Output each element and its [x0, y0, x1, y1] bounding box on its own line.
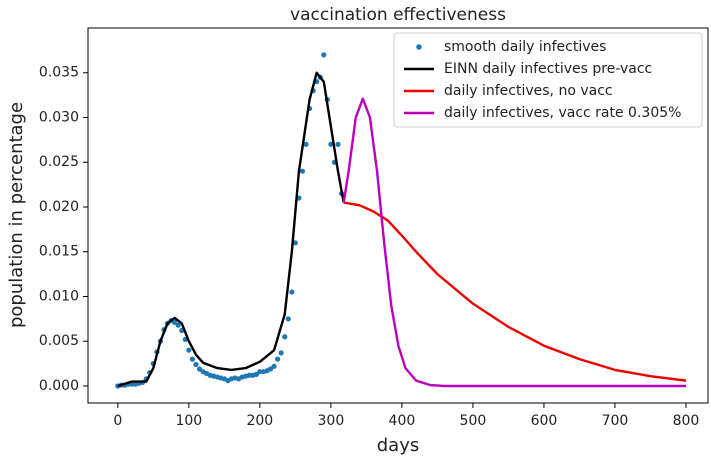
- x-axis-label: days: [377, 435, 420, 456]
- legend-label: daily infectives, no vacc: [444, 83, 613, 99]
- scatter-point: [321, 52, 327, 58]
- y-tick-label: 0.035: [39, 65, 79, 81]
- scatter-point: [275, 356, 281, 362]
- legend-marker: [416, 44, 422, 50]
- scatter-point: [175, 322, 181, 328]
- y-tick-label: 0.000: [39, 378, 79, 394]
- scatter-point: [328, 141, 334, 147]
- legend-label: EINN daily infectives pre-vacc: [444, 61, 652, 77]
- scatter-point: [267, 366, 274, 372]
- y-tick-label: 0.010: [39, 288, 79, 304]
- x-tick-label: 100: [175, 413, 202, 429]
- scatter-point: [282, 334, 288, 340]
- scatter-point: [189, 356, 195, 362]
- line-series: [343, 201, 687, 382]
- scatter-point: [253, 371, 259, 377]
- y-tick-label: 0.020: [39, 199, 79, 215]
- x-tick-label: 300: [318, 413, 345, 429]
- x-tick-label: 400: [389, 413, 416, 429]
- line-series: [342, 97, 686, 388]
- scatter-point: [303, 141, 309, 147]
- y-tick-label: 0.005: [39, 333, 79, 349]
- scatter-point: [285, 316, 291, 322]
- x-tick-label: 0: [113, 413, 122, 429]
- scatter-point: [289, 289, 295, 295]
- y-tick-label: 0.025: [39, 154, 79, 170]
- scatter-point: [196, 366, 203, 372]
- x-tick-label: 600: [531, 413, 558, 429]
- scatter-point: [193, 361, 199, 368]
- y-tick-label: 0.015: [39, 244, 79, 260]
- plot-frame: [87, 27, 709, 404]
- legend-box: [393, 32, 703, 128]
- plot-area: [115, 52, 687, 389]
- chart-title: vaccination effectiveness: [290, 5, 506, 25]
- scatter-point: [271, 363, 277, 369]
- legend-label: smooth daily infectives: [444, 39, 606, 55]
- line-series: [117, 71, 345, 388]
- x-tick-label: 200: [246, 413, 273, 429]
- scatter-point: [172, 319, 178, 326]
- scatter-point: [186, 347, 192, 353]
- x-tick-label: 500: [460, 413, 487, 429]
- scatter-point: [292, 240, 298, 246]
- x-tick-label: 800: [673, 413, 700, 429]
- scatter-point: [335, 141, 341, 147]
- scatter-point: [299, 168, 306, 174]
- x-tick-label: 700: [602, 413, 629, 429]
- y-axis-label: population in percentage: [6, 102, 27, 328]
- scatter-point: [278, 350, 284, 356]
- y-tick-label: 0.030: [39, 109, 79, 125]
- legend-label: daily infectives, vacc rate 0.305%: [444, 105, 681, 121]
